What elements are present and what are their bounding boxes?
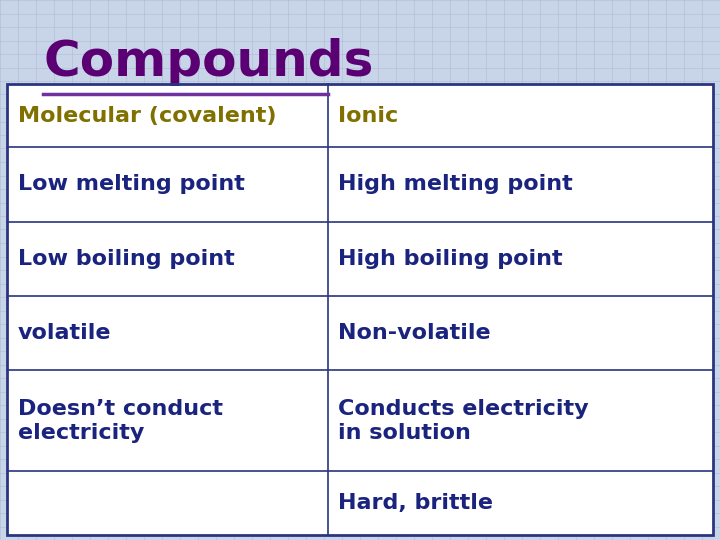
Bar bbox=[7, 84, 713, 535]
Bar bbox=[328, 221, 713, 296]
Text: Low melting point: Low melting point bbox=[18, 174, 245, 194]
Text: Ionic: Ionic bbox=[338, 105, 399, 125]
Text: Hard, brittle: Hard, brittle bbox=[338, 493, 493, 513]
Text: Doesn’t conduct
electricity: Doesn’t conduct electricity bbox=[18, 399, 223, 443]
Text: High melting point: High melting point bbox=[338, 174, 573, 194]
Bar bbox=[7, 370, 328, 471]
Text: Low boiling point: Low boiling point bbox=[18, 249, 235, 269]
Bar bbox=[328, 147, 713, 221]
Text: volatile: volatile bbox=[18, 323, 112, 343]
Text: Conducts electricity
in solution: Conducts electricity in solution bbox=[338, 399, 589, 443]
Bar bbox=[328, 370, 713, 471]
Text: Compounds: Compounds bbox=[43, 38, 374, 86]
Text: Non-volatile: Non-volatile bbox=[338, 323, 491, 343]
Bar bbox=[328, 471, 713, 535]
Bar bbox=[7, 147, 328, 221]
Text: High boiling point: High boiling point bbox=[338, 249, 563, 269]
Bar bbox=[7, 296, 328, 370]
Bar bbox=[7, 221, 328, 296]
Bar bbox=[7, 84, 328, 147]
Text: Molecular (covalent): Molecular (covalent) bbox=[18, 105, 276, 125]
Bar bbox=[328, 296, 713, 370]
Bar bbox=[7, 471, 328, 535]
Bar bbox=[328, 84, 713, 147]
